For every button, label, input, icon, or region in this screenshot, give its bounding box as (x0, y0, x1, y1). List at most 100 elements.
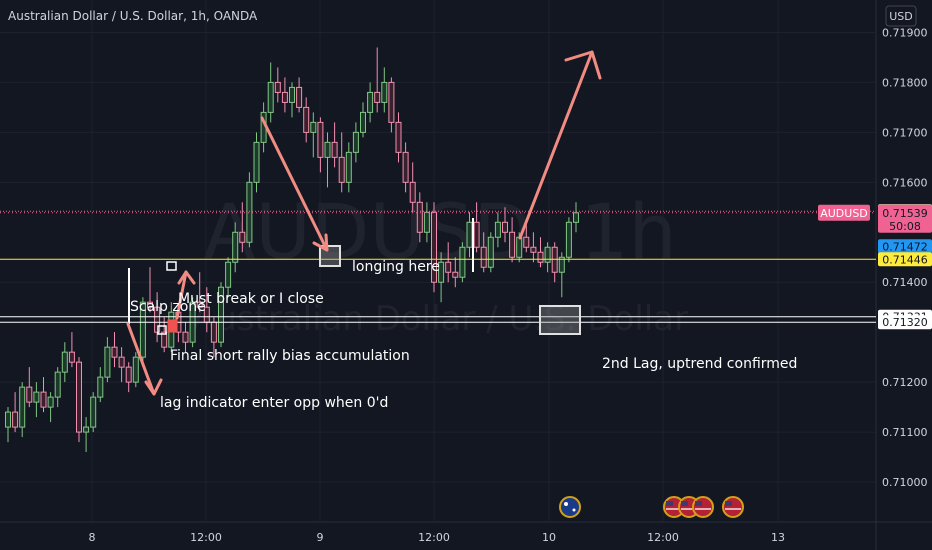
candle (537, 237, 544, 268)
candle (26, 367, 33, 408)
arrow-down-longing-head (312, 233, 329, 252)
currency-label[interactable]: USD (889, 10, 913, 23)
candle (438, 252, 445, 303)
candle-body (40, 391, 47, 408)
candle (367, 82, 374, 123)
price-tick-label: 0.71100 (882, 426, 928, 439)
candle-body (26, 386, 33, 403)
candle-body (132, 356, 139, 383)
candle-body (68, 351, 75, 363)
candle-body (331, 141, 338, 158)
candle (239, 202, 246, 253)
candle (225, 257, 232, 298)
candle-body (253, 141, 260, 183)
price-tick-label: 0.71400 (882, 276, 928, 289)
candle (544, 242, 551, 273)
candle-body (381, 81, 388, 103)
candle-body (196, 301, 203, 308)
candle (111, 332, 118, 368)
price-tag-bg (878, 315, 932, 330)
candle-body (494, 221, 501, 238)
watermark-symbol: AUDUSD, 1h (203, 187, 676, 276)
candle (47, 392, 54, 423)
au-flag-icon[interactable] (559, 496, 581, 518)
candle (289, 82, 295, 118)
events-layer[interactable] (559, 496, 744, 518)
us-flag-icon[interactable] (692, 496, 714, 518)
grid-layer (0, 0, 876, 522)
countdown-label: 50:08 (889, 220, 921, 233)
price-tick-label: 0.71200 (882, 376, 928, 389)
candle-body (558, 256, 565, 273)
candle (246, 172, 253, 248)
candle-body (104, 346, 111, 378)
candle-body (544, 246, 551, 263)
candle-body (317, 121, 324, 158)
candle-body (218, 286, 224, 343)
candle (76, 357, 82, 443)
candle-body (509, 231, 516, 258)
candle (324, 132, 331, 188)
candle-body (537, 251, 544, 263)
candle (352, 122, 359, 163)
annotation-final-short: Final short rally bias accumulation (170, 348, 410, 364)
candle-body (19, 386, 26, 428)
au-flag-star2-icon (572, 508, 576, 512)
candle (494, 212, 501, 248)
candle (409, 162, 416, 213)
symbol-tag: AUDUSD (820, 207, 868, 220)
price-tag-label: 0.71446 (882, 253, 928, 266)
arrow-down-longing (260, 116, 329, 252)
drawings-layer (126, 50, 602, 396)
candle (480, 232, 487, 273)
candle-body (161, 331, 168, 348)
candle (338, 132, 345, 193)
candle (125, 362, 132, 393)
candle-body (345, 151, 352, 183)
price-tag: 0.71446 (878, 252, 932, 267)
candle-body (139, 301, 146, 358)
time-tick-label: 12:00 (418, 531, 450, 544)
event-us-flag-3[interactable] (692, 496, 714, 518)
candle (296, 77, 303, 113)
currency-button-frame[interactable] (885, 5, 917, 27)
candle-body (352, 131, 359, 153)
us-flag-icon[interactable] (722, 496, 744, 518)
candle (118, 347, 125, 383)
candle-body (246, 181, 253, 243)
box-scalp (157, 325, 167, 335)
arrow-down-left-head (144, 378, 163, 396)
price-axis[interactable]: 0.71900 0.71800 0.71700 0.71600 0.71400 0.712… (882, 26, 928, 489)
event-us-flag-4[interactable] (722, 496, 744, 518)
candle (523, 222, 530, 253)
candle-body (47, 396, 54, 408)
time-tick-label: 13 (771, 531, 785, 544)
candle (317, 117, 324, 173)
box-red-marker (167, 319, 178, 333)
candle (416, 192, 423, 243)
candles-layer (5, 47, 579, 453)
price-tick-label: 0.71600 (882, 176, 928, 189)
candle (83, 417, 90, 453)
price-tag-label: 0.71320 (882, 316, 928, 329)
candle (182, 322, 189, 353)
candle-body (154, 306, 161, 333)
candle-body (147, 301, 153, 308)
candle (530, 232, 537, 263)
candle (473, 202, 480, 253)
price-tick-label: 0.71000 (882, 476, 928, 489)
candle (5, 407, 11, 443)
candle (487, 232, 494, 273)
candle (395, 112, 402, 163)
currency-button[interactable]: USD (885, 5, 917, 27)
candle-body (210, 321, 217, 343)
price-tick-label: 0.71800 (882, 76, 928, 89)
candle-body (445, 261, 452, 273)
time-axis[interactable]: 8 12:00 9 12:00 10 12:00 13 (89, 531, 786, 544)
candle (423, 202, 430, 243)
candle (147, 267, 153, 313)
time-tick-label: 12:00 (647, 531, 679, 544)
event-au-flag[interactable] (559, 496, 581, 518)
